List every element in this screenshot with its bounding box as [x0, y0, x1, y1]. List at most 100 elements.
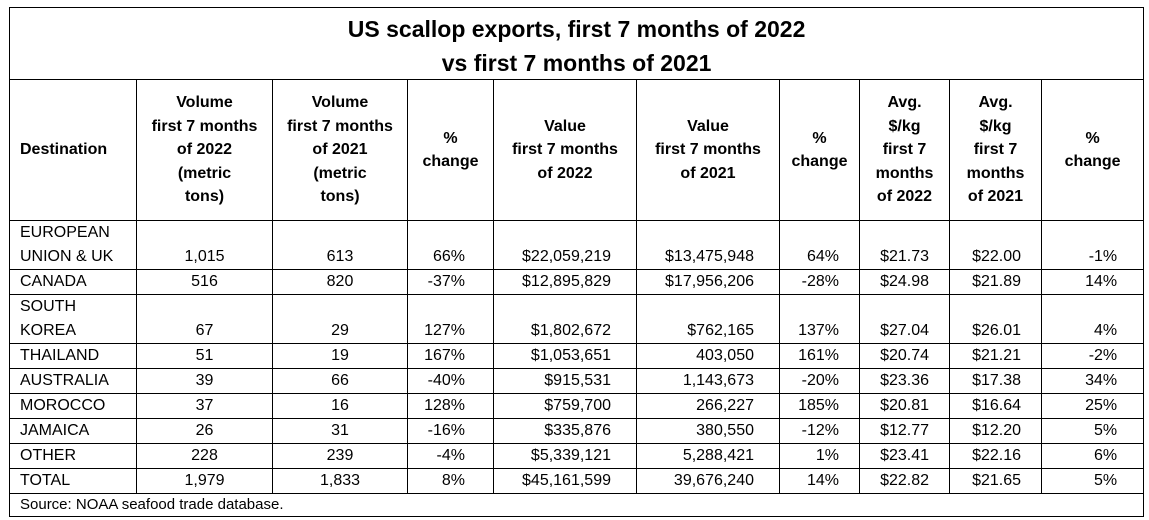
table-title: US scallop exports, first 7 months of 20…: [8, 7, 1145, 80]
cell-avg-change: 5%: [1040, 418, 1145, 444]
cell-destination: TOTAL: [9, 468, 137, 494]
cell-value-change: 14%: [779, 468, 860, 494]
cell-volume-2022: 37: [136, 393, 273, 419]
cell-volume-change: -16%: [407, 418, 494, 444]
title-line-1: US scallop exports, first 7 months of 20…: [347, 15, 806, 42]
cell-value-change: 161%: [779, 343, 860, 369]
cell-volume-2021: 19: [272, 343, 408, 369]
cell-destination: CANADA: [9, 269, 137, 295]
cell-volume-2021: 66: [272, 368, 408, 394]
destination-label: CANADA: [20, 273, 87, 290]
cell-avg-2022: $23.41: [859, 443, 950, 469]
cell-volume-2021: 1,833: [272, 468, 408, 494]
cell-destination: OTHER: [9, 443, 137, 469]
cell-volume-2022: 516: [136, 269, 273, 295]
header-volume-change: % change: [407, 79, 494, 221]
destination-label: AUSTRALIA: [20, 372, 109, 389]
destination-label: OTHER: [20, 447, 76, 464]
cell-value-2022: $759,700: [493, 393, 637, 419]
table-row: JAMAICA 26 31 -16% $335,876 380,550 -12% $12.77…: [9, 418, 1145, 444]
destination-label: KOREA: [20, 322, 77, 339]
cell-value-2021: 1,143,673: [636, 368, 780, 394]
table-row: CANADA 516 820 -37% $12,895,829 $17,956,206 -2…: [9, 269, 1145, 295]
header-value-2021: Value first 7 months of 2021: [636, 79, 780, 221]
table-row: TOTAL 1,979 1,833 8% $45,161,599 39,676,240 14…: [9, 468, 1145, 494]
cell-value-2021: $13,475,948: [636, 220, 780, 270]
cell-avg-change: -2%: [1040, 343, 1145, 369]
scallop-exports-table: US scallop exports, first 7 months of 20…: [8, 7, 1145, 517]
cell-volume-2021: 16: [272, 393, 408, 419]
cell-destination: EUROPEAN UNION & UK: [9, 220, 137, 270]
cell-volume-2022: 39: [136, 368, 273, 394]
cell-destination: JAMAICA: [9, 418, 137, 444]
cell-value-change: 64%: [779, 220, 860, 270]
cell-avg-change: 5%: [1040, 468, 1145, 494]
header-volume-2022: Volume first 7 months of 2022 (metric to…: [136, 79, 273, 221]
cell-destination: MOROCCO: [9, 393, 137, 419]
header-value-change: % change: [779, 79, 860, 221]
cell-avg-2022: $20.74: [859, 343, 950, 369]
cell-avg-2021: $12.20: [949, 418, 1042, 444]
table-row: AUSTRALIA 39 66 -40% $915,531 1,143,673 -20% $2…: [9, 368, 1145, 394]
destination-label: MOROCCO: [20, 397, 106, 414]
source-note: Source: NOAA seafood trade database.: [8, 493, 1145, 517]
cell-volume-2022: 51: [136, 343, 273, 369]
cell-value-2022: $12,895,829: [493, 269, 637, 295]
cell-volume-change: 128%: [407, 393, 494, 419]
cell-value-change: 1%: [779, 443, 860, 469]
cell-avg-2021: $22.00: [949, 220, 1042, 270]
destination-line-1: SOUTH: [20, 298, 76, 315]
destination-label: TOTAL: [20, 472, 71, 489]
cell-avg-2022: $23.36: [859, 368, 950, 394]
cell-avg-2022: $22.82: [859, 468, 950, 494]
header-row: Destination Volume first 7 months of 202…: [9, 79, 1145, 221]
cell-value-2021: 403,050: [636, 343, 780, 369]
table-row: EUROPEAN UNION & UK 1,015 613 66% $22,059,219…: [9, 220, 1145, 270]
cell-volume-change: 66%: [407, 220, 494, 270]
header-volume-2021: Volume first 7 months of 2021 (metric to…: [272, 79, 408, 221]
destination-line-1: EUROPEAN: [20, 224, 110, 241]
cell-value-change: 137%: [779, 294, 860, 344]
cell-avg-2021: $21.89: [949, 269, 1042, 295]
cell-value-2021: 39,676,240: [636, 468, 780, 494]
cell-avg-2021: $21.65: [949, 468, 1042, 494]
cell-destination: AUSTRALIA: [9, 368, 137, 394]
header-destination: Destination: [9, 79, 137, 221]
cell-avg-2021: $22.16: [949, 443, 1042, 469]
destination-label: THAILAND: [20, 347, 100, 364]
cell-value-2022: $335,876: [493, 418, 637, 444]
cell-avg-2022: $27.04: [859, 294, 950, 344]
cell-volume-2022: 1,979: [136, 468, 273, 494]
cell-volume-change: -40%: [407, 368, 494, 394]
cell-avg-2021: $17.38: [949, 368, 1042, 394]
cell-volume-change: -4%: [407, 443, 494, 469]
scallop-exports-table-sheet: US scallop exports, first 7 months of 20…: [8, 7, 1145, 517]
cell-avg-change: 34%: [1040, 368, 1145, 394]
destination-label: JAMAICA: [20, 422, 90, 439]
cell-avg-change: 4%: [1040, 294, 1145, 344]
cell-volume-2021: 613: [272, 220, 408, 270]
table-row: SOUTH KOREA 67 29 127% $1,802,672 $762,165 137%…: [9, 294, 1145, 344]
cell-volume-2021: 31: [272, 418, 408, 444]
cell-volume-2021: 820: [272, 269, 408, 295]
cell-avg-2022: $24.98: [859, 269, 950, 295]
cell-value-2021: $17,956,206: [636, 269, 780, 295]
cell-value-2022: $5,339,121: [493, 443, 637, 469]
cell-value-change: 185%: [779, 393, 860, 419]
cell-value-2021: 380,550: [636, 418, 780, 444]
header-avg-2022: Avg. $/kg first 7 months of 2022: [859, 79, 950, 221]
cell-volume-2022: 26: [136, 418, 273, 444]
cell-avg-change: 6%: [1040, 443, 1145, 469]
cell-volume-2022: 228: [136, 443, 273, 469]
table-row: OTHER 228 239 -4% $5,339,121 5,288,421 1% $23.4…: [9, 443, 1145, 469]
cell-avg-2021: $26.01: [949, 294, 1042, 344]
cell-destination: THAILAND: [9, 343, 137, 369]
cell-volume-2022: 67: [136, 294, 273, 344]
cell-value-2021: 5,288,421: [636, 443, 780, 469]
cell-volume-change: 8%: [407, 468, 494, 494]
cell-value-2022: $45,161,599: [493, 468, 637, 494]
table-row: THAILAND 51 19 167% $1,053,651 403,050 161% $20…: [9, 343, 1145, 369]
cell-value-change: -28%: [779, 269, 860, 295]
cell-avg-change: 14%: [1040, 269, 1145, 295]
header-value-2022: Value first 7 months of 2022: [493, 79, 637, 221]
